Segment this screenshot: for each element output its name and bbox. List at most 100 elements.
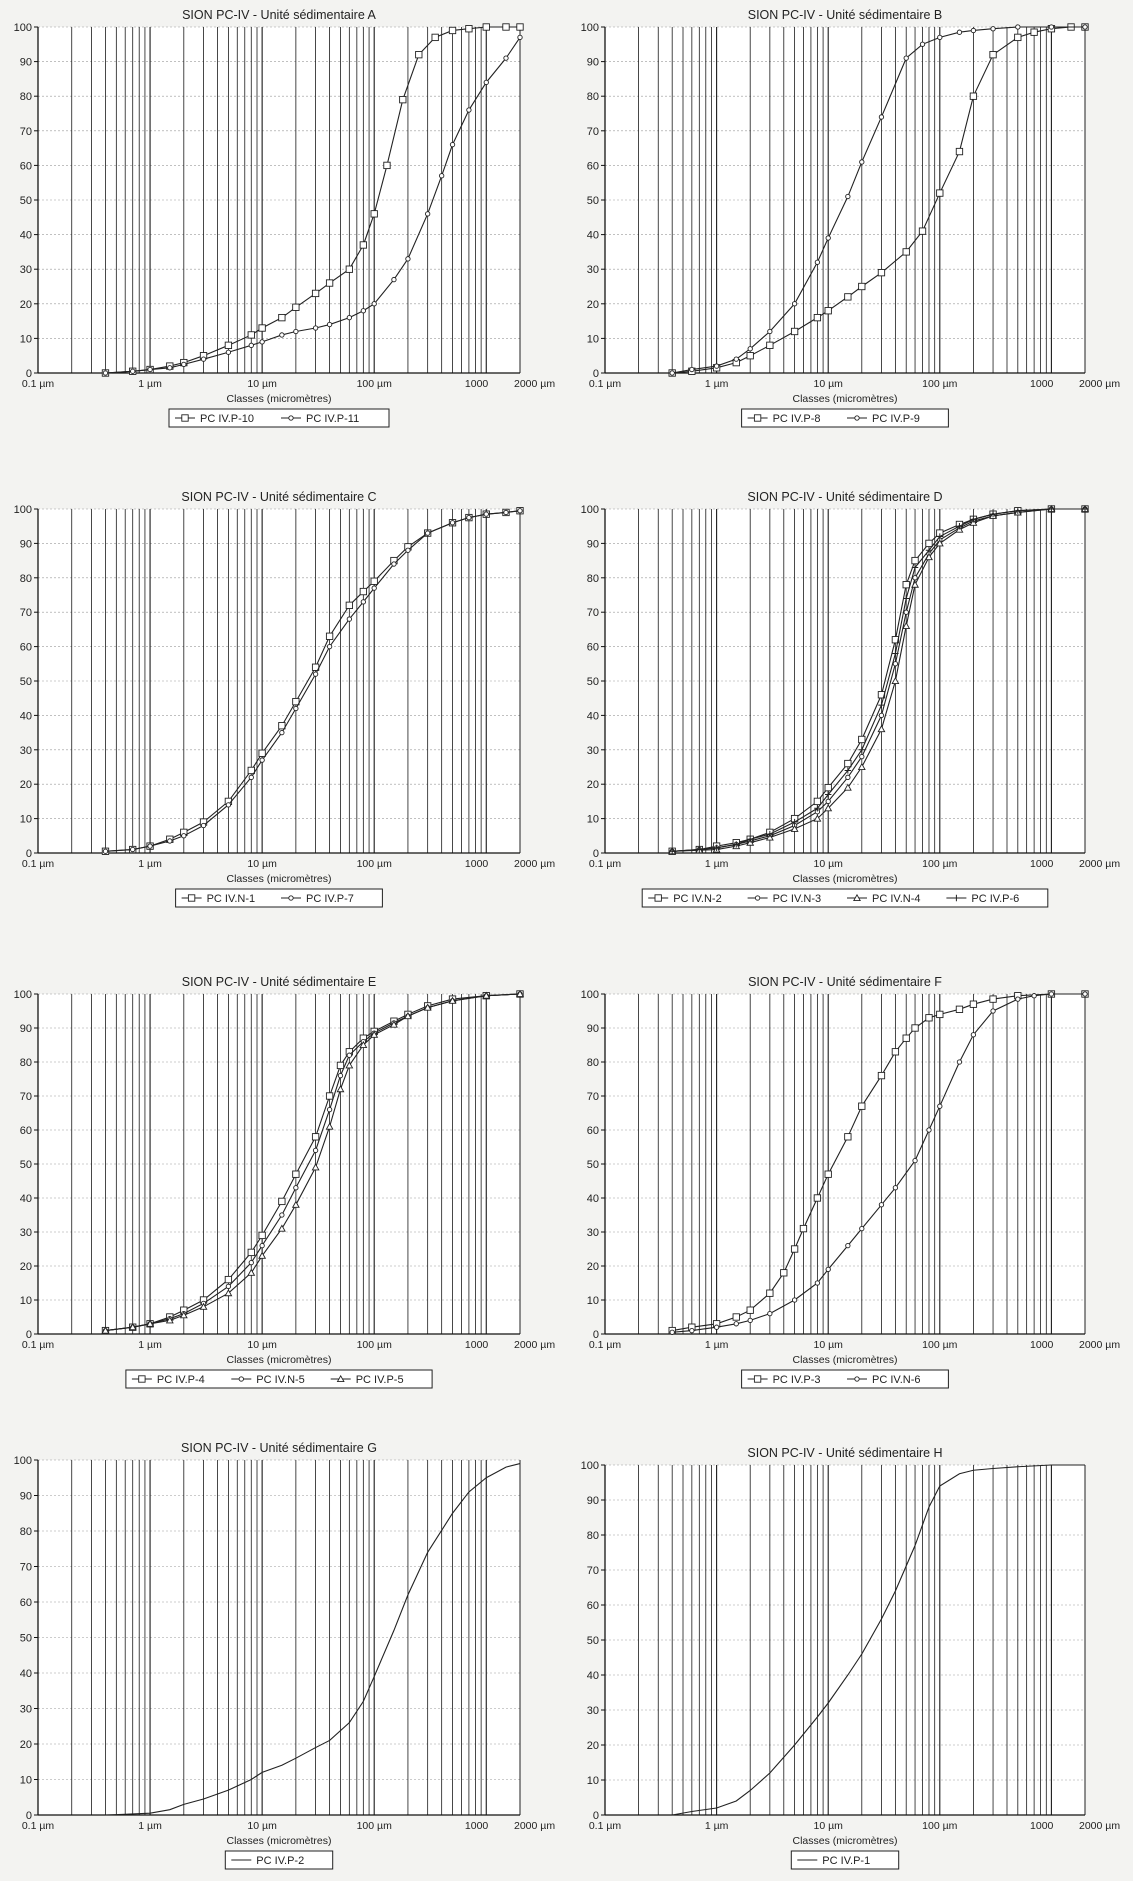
data-point — [970, 516, 977, 523]
data-point — [767, 328, 773, 335]
data-point — [1048, 991, 1055, 997]
y-tick-label: 90 — [587, 57, 599, 69]
y-tick-label: 100 — [581, 989, 599, 1001]
data-point — [288, 415, 294, 421]
data-point — [845, 774, 851, 780]
data-point — [370, 577, 378, 585]
chart-title: SION PC-IV - Unité sédimentaire G — [181, 1441, 377, 1455]
legend-label: PC IV.P-4 — [157, 1374, 205, 1386]
data-point — [503, 509, 509, 516]
legend: PC IV.P-3 PC IV.N-6 — [741, 1369, 949, 1389]
x-tick-label: 2000 µm — [514, 378, 555, 390]
x-tick-label: 1000 — [1030, 378, 1054, 390]
data-point — [843, 783, 852, 791]
data-point — [814, 1280, 821, 1286]
data-point — [911, 1024, 919, 1032]
y-tick-label: 20 — [20, 1739, 32, 1751]
data-point — [825, 1266, 831, 1273]
data-point — [912, 1157, 918, 1164]
legend-box — [641, 888, 1049, 908]
data-point — [936, 1010, 944, 1019]
data-point — [292, 697, 300, 706]
x-tick-label: 100 µm — [922, 1820, 957, 1832]
data-point — [919, 41, 926, 47]
data-point — [466, 514, 472, 521]
chart-panel: SION PC-IV - Unité sédimentaire D 0 10 20 30… — [581, 490, 1120, 908]
legend-label: PC IV.P-5 — [356, 1374, 404, 1386]
data-point — [911, 580, 920, 588]
y-tick-label: 10 — [587, 814, 599, 826]
y-tick-label: 70 — [20, 607, 32, 619]
data-point — [853, 893, 861, 902]
y-tick-label: 90 — [587, 1495, 599, 1507]
data-point — [713, 844, 720, 852]
y-tick-label: 70 — [587, 1565, 599, 1577]
data-point — [326, 321, 333, 328]
data-point — [292, 303, 300, 311]
series-group — [102, 508, 523, 854]
data-point — [766, 1289, 774, 1297]
data-point — [790, 327, 799, 336]
x-tick-label: 10 µm — [813, 858, 843, 870]
y-tick-label: 50 — [587, 676, 599, 688]
y-tick-label: 50 — [587, 1159, 599, 1171]
data-point — [989, 510, 997, 518]
x-axis-label: Classes (micromètres) — [226, 1354, 331, 1366]
data-point — [259, 1242, 265, 1249]
legend-box — [741, 1369, 949, 1389]
data-point — [337, 1072, 344, 1079]
y-tick-label: 10 — [587, 333, 599, 345]
data-point — [200, 822, 207, 829]
data-point — [891, 676, 900, 685]
data-point — [970, 27, 977, 34]
y-tick-label: 0 — [593, 848, 599, 860]
data-point — [955, 1005, 964, 1013]
data-point — [516, 989, 524, 998]
data-point — [502, 23, 510, 31]
chart-title: SION PC-IV - Unité sédimentaire D — [747, 490, 942, 504]
data-point — [326, 643, 333, 650]
x-tick-label: 100 µm — [922, 378, 957, 390]
data-point — [167, 838, 173, 844]
data-point — [732, 1313, 740, 1321]
data-point — [247, 1268, 256, 1276]
data-point — [277, 1224, 286, 1232]
y-tick-label: 50 — [20, 1633, 32, 1645]
data-point — [903, 609, 909, 615]
data-point — [278, 722, 286, 730]
y-tick-label: 90 — [587, 1023, 599, 1035]
legend-label: PC IV.N-5 — [256, 1374, 305, 1386]
data-point — [311, 1163, 320, 1171]
data-point — [791, 301, 798, 307]
x-tick-label: 1000 — [465, 1820, 489, 1832]
data-point — [713, 363, 720, 369]
y-tick-label: 80 — [20, 91, 32, 103]
legend: PC IV.P-2 — [224, 1850, 334, 1870]
y-tick-label: 30 — [587, 1227, 599, 1239]
legend-box — [741, 408, 949, 428]
data-point — [1048, 24, 1055, 30]
y-tick-label: 80 — [20, 1057, 32, 1069]
x-tick-label: 1 µm — [705, 378, 729, 390]
data-point — [346, 314, 352, 321]
data-point — [258, 324, 266, 332]
data-point — [325, 1122, 334, 1130]
y-tick-label: 0 — [26, 1329, 32, 1341]
x-axis-label: Classes (micromètres) — [226, 873, 331, 885]
x-tick-label: 10 µm — [247, 1820, 277, 1832]
legend-box — [224, 1850, 334, 1870]
data-point — [425, 211, 431, 217]
legend-label: PC IV.N-3 — [773, 893, 822, 905]
y-tick-label: 20 — [20, 1261, 32, 1273]
data-point — [753, 414, 762, 422]
y-tick-label: 70 — [20, 1091, 32, 1103]
y-tick-label: 60 — [20, 642, 32, 654]
x-axis-label: Classes (micromètres) — [226, 1835, 331, 1847]
y-tick-label: 80 — [587, 1057, 599, 1069]
legend-label: PC IV.N-4 — [872, 893, 921, 905]
data-point — [1031, 993, 1037, 999]
data-point — [391, 276, 397, 283]
data-point — [101, 1326, 110, 1334]
y-tick-label: 20 — [587, 1261, 599, 1273]
data-point — [259, 339, 265, 345]
